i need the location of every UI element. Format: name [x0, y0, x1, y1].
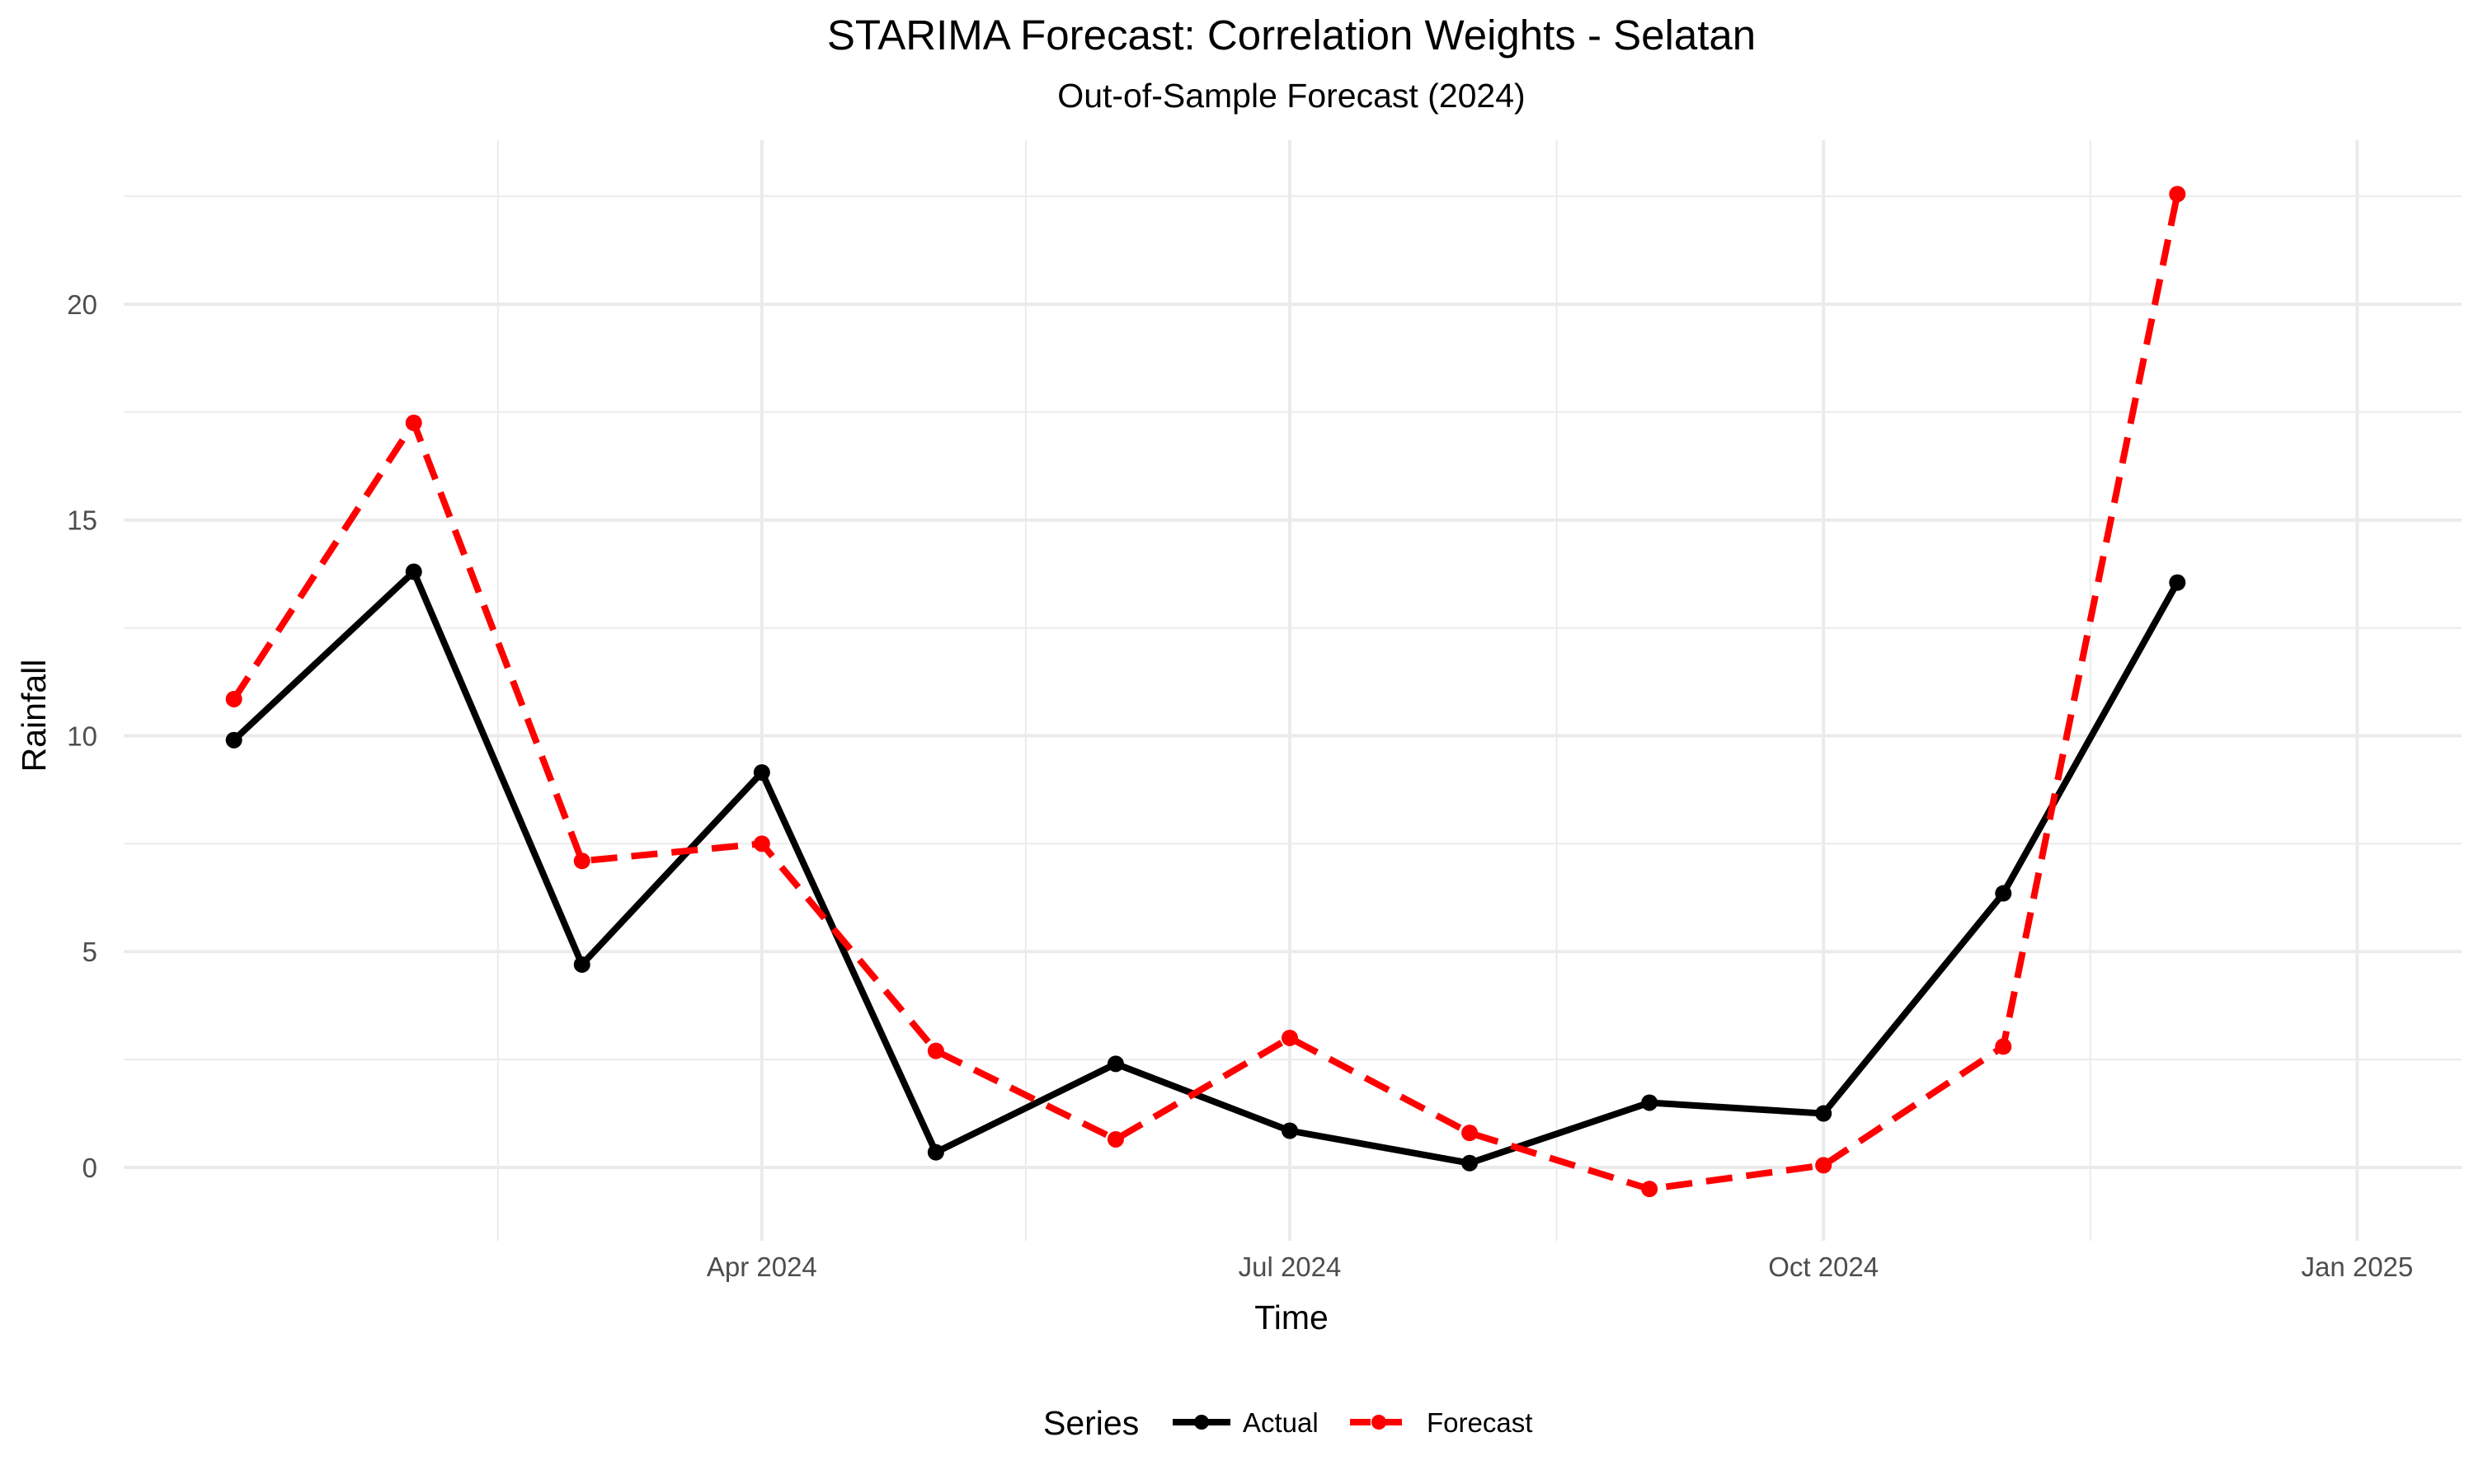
data-point-forecast: [573, 852, 590, 870]
data-point-forecast: [1641, 1181, 1658, 1198]
legend-title: Series: [1043, 1404, 1139, 1442]
data-point-actual: [1107, 1055, 1124, 1073]
y-tick-label: 5: [82, 937, 97, 967]
axis-ticks: 0 5 10 15 20 Apr 2024 Jul 2024 Oct 2024 Jan 2025: [67, 289, 2413, 1282]
gridlines: [124, 140, 2462, 1241]
data-point-forecast: [753, 835, 770, 852]
y-tick-label: 15: [67, 505, 97, 536]
data-point-forecast: [1281, 1029, 1298, 1046]
y-tick-label: 20: [67, 289, 97, 320]
x-tick-label: Jan 2025: [2301, 1252, 2413, 1282]
legend-label-actual: Actual: [1243, 1407, 1319, 1438]
data-point-forecast: [405, 414, 422, 431]
data-point-forecast: [1461, 1125, 1479, 1142]
data-point-forecast: [225, 690, 242, 707]
data-point-forecast: [2169, 186, 2186, 203]
x-axis-title: Time: [1254, 1298, 1329, 1336]
data-point-forecast: [1815, 1157, 1832, 1174]
data-point-actual: [2169, 574, 2186, 591]
chart-title: STARIMA Forecast: Correlation Weights - …: [827, 12, 1756, 59]
series-line-actual: [230, 568, 2181, 1167]
data-point-actual: [1461, 1154, 1479, 1172]
data-point-actual: [1281, 1122, 1298, 1139]
legend-item-actual: Actual: [1173, 1407, 1319, 1438]
data-point-actual: [405, 563, 422, 580]
data-point-actual: [927, 1144, 944, 1161]
data-point-actual: [1815, 1105, 1832, 1122]
data-point-actual: [225, 731, 242, 749]
data-point-forecast: [1995, 1038, 2012, 1055]
y-tick-label: 0: [82, 1153, 97, 1183]
data-point-forecast: [927, 1042, 944, 1059]
legend-label-forecast: Forecast: [1427, 1407, 1532, 1438]
x-tick-label: Jul 2024: [1239, 1252, 1342, 1282]
data-point-forecast: [1107, 1130, 1124, 1148]
data-point-actual: [573, 956, 590, 973]
y-tick-label: 10: [67, 721, 97, 751]
legend-key-forecast-point: [1371, 1415, 1386, 1430]
x-tick-label: Apr 2024: [707, 1252, 817, 1282]
plot-series: [225, 186, 2186, 1198]
legend-item-forecast: Forecast: [1350, 1407, 1532, 1438]
data-point-actual: [753, 763, 770, 781]
series-line-forecast: [231, 193, 2181, 1193]
data-point-actual: [1995, 885, 2012, 902]
y-axis-title: Rainfall: [15, 660, 53, 773]
legend: Series Actual Forecast: [1043, 1404, 1532, 1442]
legend-key-actual-point: [1194, 1415, 1209, 1430]
data-point-actual: [1641, 1094, 1658, 1111]
chart-subtitle: Out-of-Sample Forecast (2024): [1057, 77, 1525, 115]
x-tick-label: Oct 2024: [1768, 1252, 1879, 1282]
